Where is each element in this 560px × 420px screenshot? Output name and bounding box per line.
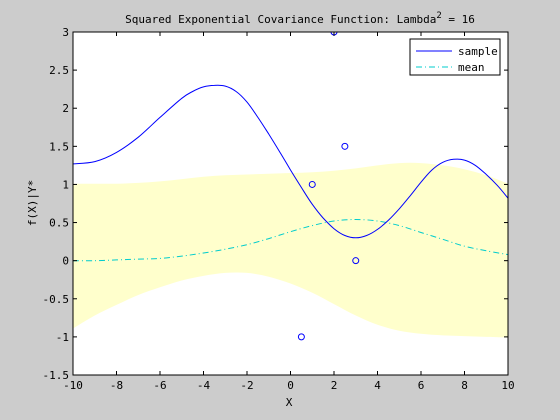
y-tick-label: 0.5 (49, 217, 69, 230)
y-tick-label: 1.5 (49, 140, 69, 153)
y-tick-label: -1 (56, 331, 69, 344)
observation-point (297, 333, 305, 341)
x-ticks: -10 -8 -6 -4 -2 0 2 4 6 8 10 (63, 32, 515, 392)
legend-label-sample: sample (458, 45, 498, 58)
chart-title: Squared Exponential Covariance Function:… (125, 11, 475, 26)
legend-label-mean: mean (458, 61, 485, 74)
x-tick-label: 10 (501, 379, 514, 392)
y-tick-label: 0 (62, 255, 69, 268)
series-line-sample (73, 84, 508, 239)
observation-point (308, 180, 316, 188)
y-tick-label: 2.5 (49, 64, 69, 77)
x-tick-label: 4 (374, 379, 381, 392)
x-tick-label: -4 (197, 379, 211, 392)
y-tick-label: -0.5 (43, 293, 70, 306)
observation-point (352, 257, 360, 265)
x-tick-label: -6 (153, 379, 166, 392)
y-ticks: -1.5 -1 -0.5 0 0.5 1 1.5 2 2.5 3 (43, 26, 508, 382)
y-axis-label: f(X)|Y* (26, 180, 39, 226)
y-tick-label: 3 (62, 26, 69, 39)
x-tick-label: 2 (331, 379, 338, 392)
y-tick-label: 1 (62, 178, 69, 191)
x-tick-label: -2 (240, 379, 253, 392)
x-tick-label: 6 (418, 379, 425, 392)
x-tick-label: -8 (110, 379, 123, 392)
legend-box (409, 38, 501, 76)
x-tick-label: 0 (287, 379, 294, 392)
confidence-band (73, 162, 508, 338)
legend: sample mean (409, 38, 501, 76)
y-tick-label: 2 (62, 102, 69, 115)
x-tick-label: 8 (461, 379, 468, 392)
observation-point (341, 142, 349, 150)
y-tick-label: -1.5 (43, 369, 70, 382)
x-axis-label: X (286, 396, 293, 409)
x-tick-label: -10 (63, 379, 83, 392)
